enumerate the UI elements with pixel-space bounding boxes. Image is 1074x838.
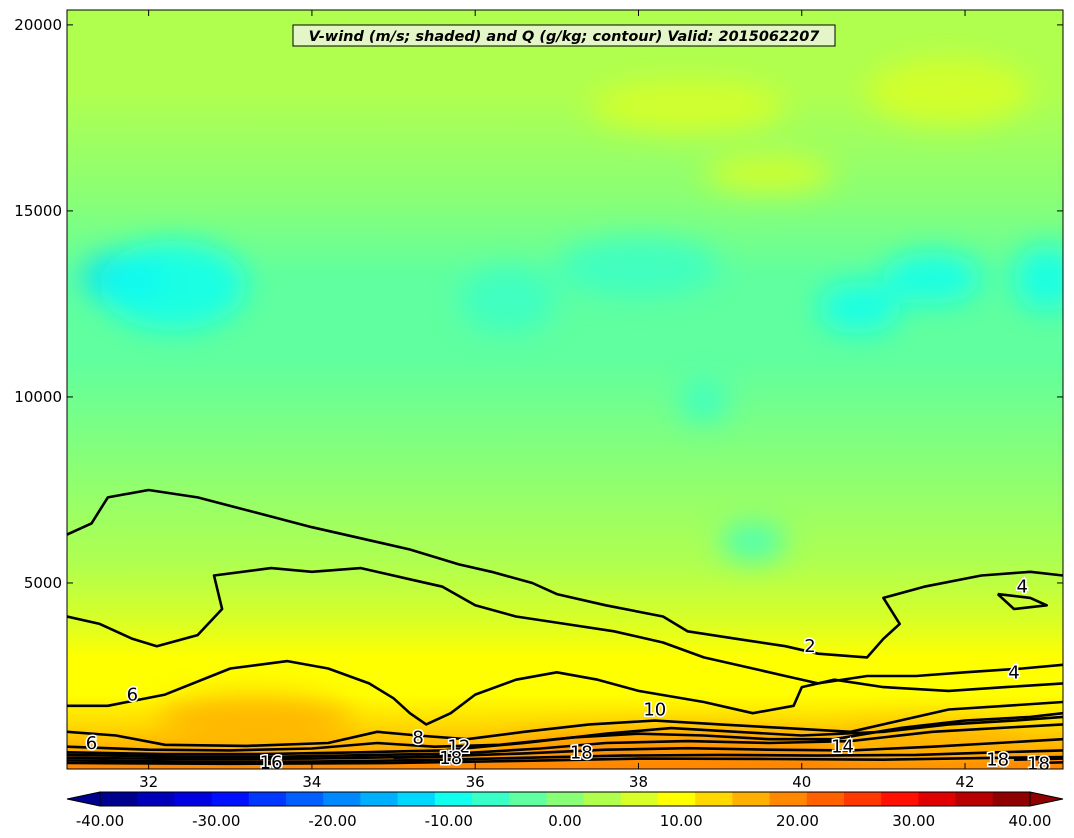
colorbar-segment [397,792,436,806]
colorbar-segment [658,792,696,806]
shading-blob [818,281,900,334]
contour-label: 18 [439,748,462,769]
x-tick-label: 38 [629,773,648,791]
colorbar-segment [434,792,473,806]
colorbar-segment [211,792,250,806]
plot-area: 2 4 4 6 6 8 10 12 14 16 18 18 18 18 [66,9,1064,776]
contour-line [67,566,1063,685]
colorbar-segment [509,792,547,806]
colorbar-tick-label: -30.00 [192,812,240,830]
contour-label: 8 [412,727,423,748]
contour-line [1013,757,1063,761]
contour-line [67,755,1063,766]
x-tick-label: 34 [302,773,321,791]
contour-line [67,737,1063,761]
colorbar-segment [248,792,287,806]
colorbar-segment [620,792,659,806]
title-background [292,24,836,47]
colorbar-segment [286,792,324,806]
contour-label: 4 [1008,662,1019,683]
colorbar-segment [955,792,994,806]
colorbar-segment [583,792,622,806]
contour-label: 18 [986,750,1009,771]
contour-label: 12 [447,737,470,758]
shading-blob [883,251,982,304]
colorbar-segment [100,792,138,806]
colorbar-segment [174,792,213,806]
contour-label: 6 [86,733,97,754]
title-box: V-wind (m/s; shaded) and Q (g/kg; contou… [292,24,836,47]
colorbar: -40.00 -30.00 -20.00 -10.00 0.00 10.00 20.00 30… [66,791,1064,830]
shading-blob [99,240,247,330]
colorbar-tick-label: 20.00 [776,812,819,830]
colorbar-tick-label: 40.00 [1009,812,1052,830]
colorbar-tick-label: -10.00 [425,812,473,830]
colorbar-segment [472,792,510,806]
colorbar-segment [806,792,845,806]
contour-label: 2 [804,636,815,657]
contour-line [67,700,1063,748]
colorbar-min-extend [66,791,101,807]
colorbar-segment [546,792,585,806]
contour-line [67,711,1063,752]
contour-label: 18 [570,742,593,763]
y-axis: 5000 10000 15000 20000 [14,16,1063,592]
contour-line [67,488,1063,659]
colorbar-segment [881,792,919,806]
colorbar-segment [918,792,957,806]
colorbar-max-extend [1029,791,1064,807]
colorbar-tick-label: 0.00 [548,812,581,830]
contour-label: 14 [831,737,854,758]
colorbar-tick-label: -20.00 [308,812,356,830]
x-tick-label: 42 [955,773,974,791]
y-tick-label: 5000 [24,574,62,592]
contour-line [393,755,443,760]
contour-line [67,723,1063,758]
colorbar-segment [732,792,771,806]
chart-title: V-wind (m/s; shaded) and Q (g/kg; contou… [309,29,821,45]
y-tick-label: 10000 [14,388,62,406]
contour-line [67,715,1063,756]
shading-blob [589,80,786,133]
contour-line [67,659,1063,726]
x-tick-label: 32 [139,773,158,791]
contour-line [1038,761,1063,765]
colorbar-tick-label: -40.00 [76,812,124,830]
contour-label: 10 [643,699,666,720]
shading-blob [867,58,1031,126]
contour-labels: 2 4 4 6 6 8 10 12 14 16 18 18 18 18 [84,575,1051,776]
x-axis: 32 34 36 38 40 42 [139,10,975,791]
colorbar-segment [769,792,808,806]
y-tick-label: 15000 [14,202,62,220]
shading-blob [556,236,721,297]
colorbar-segment [695,792,733,806]
contour-label: 18 [1027,753,1050,774]
shading-blob [156,694,353,747]
colorbar-segment [360,792,399,806]
colorbar-segment [137,792,175,806]
x-tick-label: 36 [466,773,485,791]
colorbar-tick-label: 10.00 [660,812,703,830]
shading-blob [720,523,786,561]
contour-lines [67,488,1063,766]
contour-line [996,592,1048,611]
plot-frame [66,9,1064,770]
colorbar-segment [323,792,361,806]
colorbar-segment [844,792,882,806]
shading-blob [458,266,557,334]
contour-label: 6 [127,685,138,706]
colorbar-tick-label: 30.00 [892,812,935,830]
contour-label: 16 [260,752,283,773]
shading-blob [1014,244,1063,312]
y-tick-label: 20000 [14,16,62,34]
colorbar-frame [99,791,1031,807]
contour-line [67,749,1063,763]
shading-background [67,10,1063,769]
x-tick-label: 40 [792,773,811,791]
colorbar-segment [992,792,1031,806]
contour-label: 4 [1016,577,1027,598]
shading-blob [679,378,729,423]
shading-blob [703,155,835,193]
